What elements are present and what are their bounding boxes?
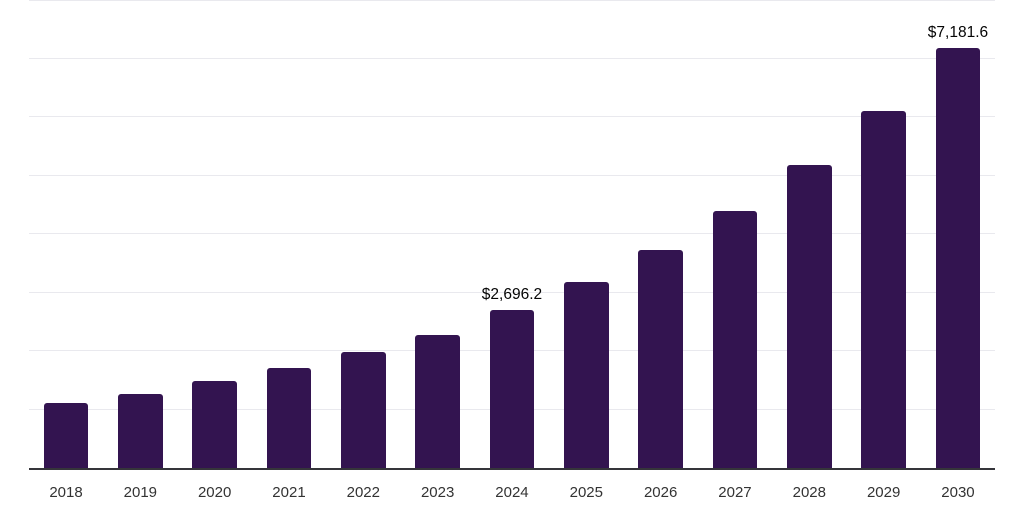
gridline-4000 <box>29 233 995 234</box>
data-label-2030: $7,181.6 <box>927 23 989 41</box>
gridline-3000 <box>29 291 995 293</box>
gridline-7000 <box>29 57 995 59</box>
bar-2028 <box>787 165 832 468</box>
x-tick-2030: 2030 <box>941 484 975 501</box>
x-axis-line <box>29 468 995 470</box>
x-tick-2024: 2024 <box>495 484 529 501</box>
x-tick-2021: 2021 <box>272 484 306 501</box>
x-tick-2019: 2019 <box>123 484 158 501</box>
bar-2027 <box>712 210 758 468</box>
bar-2019 <box>118 393 163 468</box>
x-tick-2025: 2025 <box>569 484 603 501</box>
x-tick-2023: 2023 <box>420 484 455 501</box>
data-label-2024: $2,696.2 <box>481 286 543 304</box>
bar-2026 <box>638 250 683 468</box>
bar-2020 <box>192 380 237 468</box>
plot-area: $2,696.2 $7,181.6 <box>29 0 995 470</box>
x-tick-2029: 2029 <box>866 484 901 501</box>
x-tick-2022: 2022 <box>346 484 380 501</box>
x-tick-2028: 2028 <box>792 484 826 501</box>
x-tick-2027: 2027 <box>718 484 752 501</box>
bar-2029 <box>861 111 906 468</box>
bar-2023 <box>415 334 460 468</box>
x-tick-2020: 2020 <box>197 484 232 501</box>
bar-2022 <box>341 351 386 468</box>
bar-2030 <box>935 47 981 468</box>
bar-2018 <box>43 403 89 468</box>
x-tick-2026: 2026 <box>643 484 678 501</box>
bar-2024 <box>489 310 535 468</box>
bar-2021 <box>266 367 312 468</box>
gridline-8000 <box>29 0 995 1</box>
gridline-5000 <box>29 174 995 176</box>
x-tick-2018: 2018 <box>49 484 83 501</box>
gridline-6000 <box>29 116 995 117</box>
bar-2025 <box>564 282 609 468</box>
